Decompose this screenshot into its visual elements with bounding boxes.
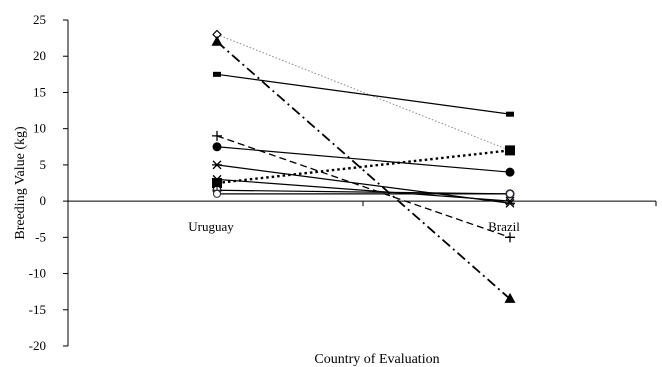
data-point-marker	[212, 160, 222, 170]
data-point-marker	[505, 167, 515, 177]
series-8	[212, 185, 515, 199]
y-tick-label: -20	[29, 338, 46, 353]
series-7	[212, 174, 515, 206]
series-1	[211, 35, 516, 303]
series-3	[212, 130, 515, 243]
y-axis-title: Breeding Value (kg)	[13, 126, 28, 240]
x-tick-label: Brazil	[488, 219, 520, 234]
y-tick-label: 10	[33, 121, 46, 136]
y-tick-label: 0	[40, 193, 47, 208]
y-tick-label: -10	[29, 266, 46, 281]
series-line	[216, 34, 511, 151]
x-tick-label: Uruguay	[188, 219, 234, 234]
series-line	[216, 149, 511, 185]
series-line	[216, 41, 511, 300]
data-point-marker	[505, 189, 515, 198]
data-point-marker	[212, 130, 222, 141]
series-layer	[211, 29, 516, 303]
data-point-marker	[212, 174, 222, 184]
data-point-marker	[506, 111, 514, 117]
data-point-marker	[211, 35, 223, 46]
labels: 25 20 15 10 5 0 -5 -10 -15 -20 Uruguay Brazil Countr…	[13, 12, 520, 367]
y-tick-label: -5	[35, 229, 46, 244]
y-tick-label: -15	[29, 302, 46, 317]
data-point-marker	[212, 142, 222, 152]
data-point-marker	[212, 178, 222, 188]
data-point-marker	[505, 196, 515, 206]
axes	[63, 19, 657, 347]
y-tick-label: 25	[33, 12, 46, 27]
data-point-marker	[213, 71, 221, 77]
series-line	[216, 146, 511, 173]
series-0	[212, 29, 515, 156]
data-point-marker	[212, 189, 222, 198]
y-tick-label: 5	[40, 157, 47, 172]
series-6	[212, 145, 515, 188]
series-2	[213, 71, 514, 117]
series-line	[216, 73, 511, 115]
series-line	[216, 178, 511, 202]
data-point-marker	[505, 145, 515, 156]
series-line	[216, 189, 511, 195]
y-tick-label: 20	[33, 48, 46, 63]
y-tick-label: 15	[33, 84, 46, 99]
series-line	[216, 164, 511, 204]
data-point-marker	[504, 292, 516, 303]
series-5	[212, 160, 515, 208]
series-line	[216, 135, 511, 238]
series-9	[212, 189, 515, 198]
x-axis-title: Country of Evaluation	[314, 352, 439, 367]
series-4	[212, 142, 515, 177]
data-point-marker	[505, 232, 515, 243]
